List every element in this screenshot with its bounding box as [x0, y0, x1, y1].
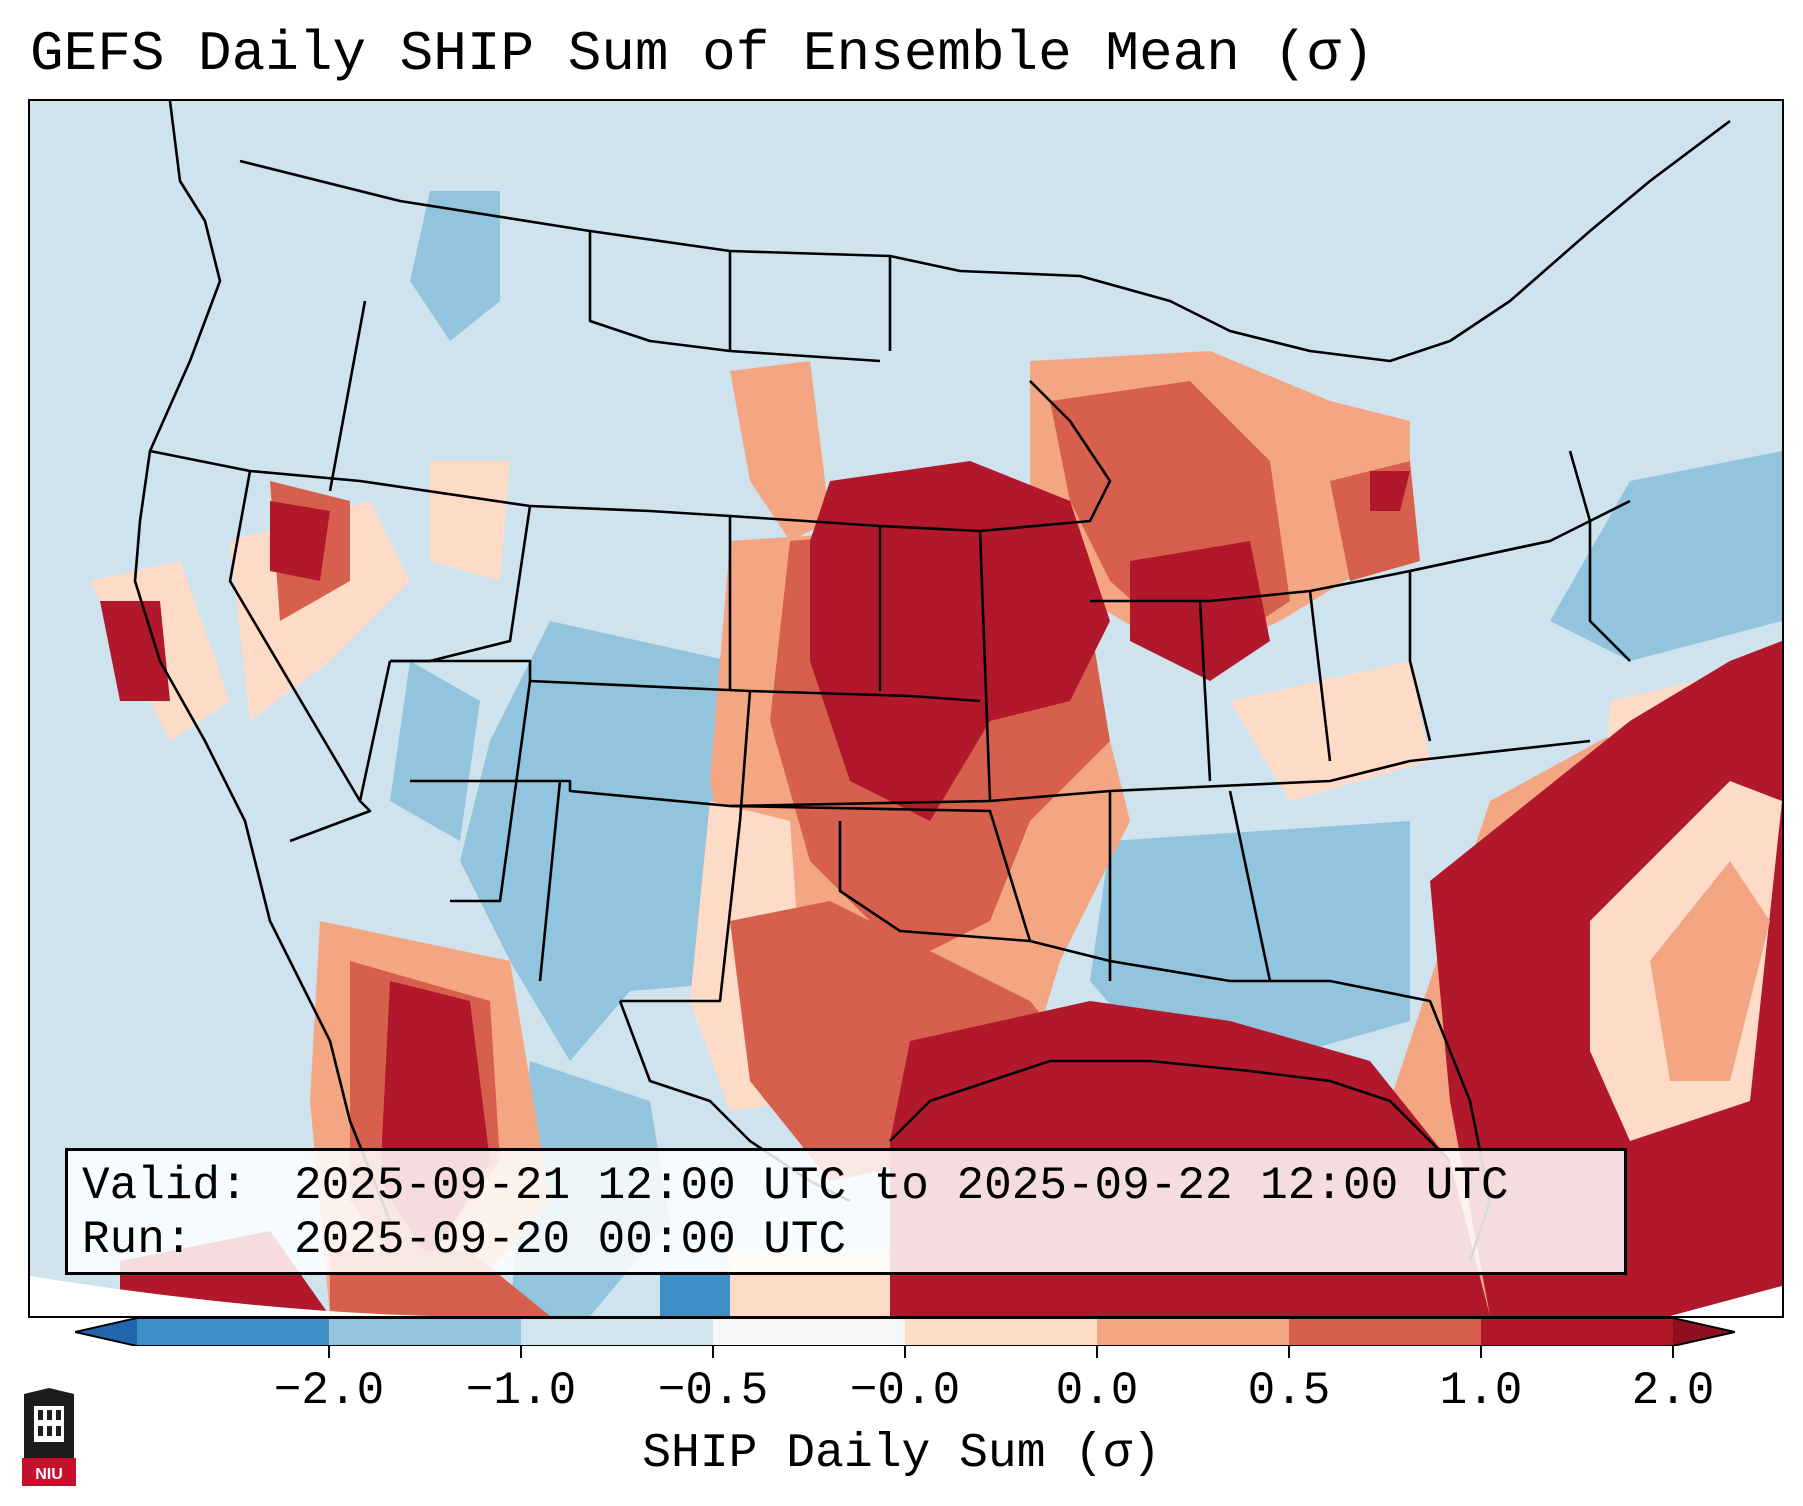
colorbar-extend-low [75, 1318, 137, 1346]
colorbar-segment [713, 1318, 906, 1346]
colorbar-segment [1097, 1318, 1290, 1346]
map-title: GEFS Daily SHIP Sum of Ensemble Mean (σ) [30, 22, 1375, 86]
logo-text: NIU [35, 1466, 63, 1483]
colorbar-tick-label: −0.5 [657, 1365, 769, 1417]
colorbar-tick-label: −1.0 [465, 1365, 577, 1417]
colorbar-segment [1289, 1318, 1482, 1346]
colorbar-segment [905, 1318, 1098, 1346]
valid-run-box: Valid: 2025-09-21 12:00 UTC to 2025-09-22… [65, 1148, 1627, 1275]
colorbar-label: SHIP Daily Sum (σ) [642, 1427, 1161, 1481]
colorbar-tick [1480, 1346, 1482, 1358]
colorbar-tick [904, 1346, 906, 1358]
colorbar-tick-label: −0.0 [849, 1365, 961, 1417]
colorbar-tick [1096, 1346, 1098, 1358]
university-seal-icon: NIU [20, 1388, 78, 1486]
colorbar-extend-high [1673, 1318, 1735, 1346]
run-value: 2025-09-20 00:00 UTC [294, 1214, 847, 1266]
colorbar-tick [520, 1346, 522, 1358]
colorbar-tick [328, 1346, 330, 1358]
state-borders [133, 101, 1731, 1262]
colorbar-tick [1288, 1346, 1290, 1358]
map-panel [28, 99, 1784, 1318]
colorbar-tick-label: 0.0 [1055, 1365, 1139, 1417]
valid-label: Valid: [82, 1160, 248, 1212]
run-line: Run: 2025-09-20 00:00 UTC [82, 1213, 1610, 1267]
colorbar-tick-label: 1.0 [1439, 1365, 1523, 1417]
colorbar-ticks: −2.0 −1.0 −0.5 −0.0 0.0 0.5 1.0 2.0 [0, 1346, 1803, 1416]
colorbar-tick-label: 2.0 [1631, 1365, 1715, 1417]
colorbar-segment [1481, 1318, 1674, 1346]
colorbar-tick-label: 0.5 [1247, 1365, 1331, 1417]
valid-line: Valid: 2025-09-21 12:00 UTC to 2025-09-22… [82, 1159, 1610, 1213]
colorbar-segment [521, 1318, 714, 1346]
colorbar-tick [1672, 1346, 1674, 1358]
colorbar-graphic [75, 1318, 1735, 1346]
colorbar-tick-label: −2.0 [273, 1365, 385, 1417]
run-label: Run: [82, 1214, 193, 1266]
valid-value: 2025-09-21 12:00 UTC to 2025-09-22 12:00… [294, 1160, 1509, 1212]
colorbar-tick [712, 1346, 714, 1358]
colorbar-segment [137, 1318, 330, 1346]
ship-field-map [30, 101, 1782, 1316]
colorbar-segment [329, 1318, 522, 1346]
colorbar [75, 1318, 1735, 1346]
